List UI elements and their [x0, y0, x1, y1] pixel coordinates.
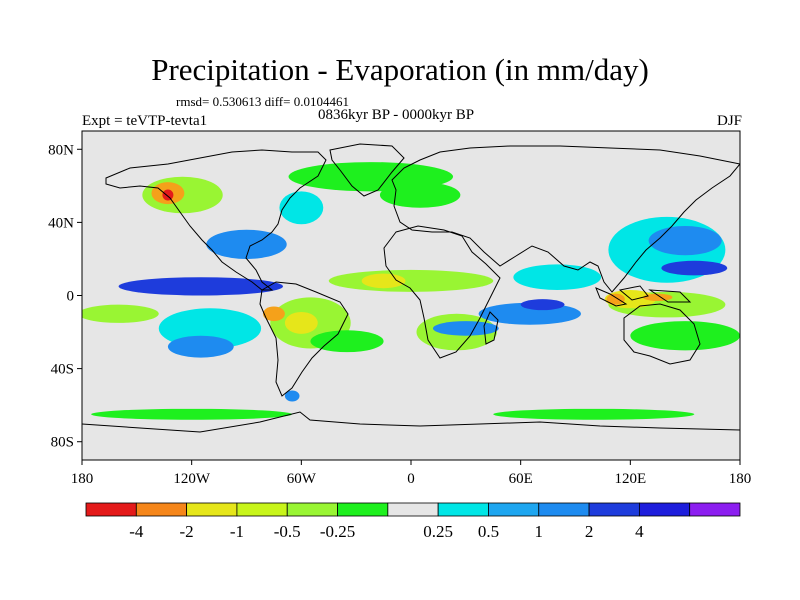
x-tick-label: 60E	[509, 471, 533, 487]
anomaly-region-29	[630, 321, 740, 351]
colorbar-label: -0.5	[274, 522, 301, 541]
anomaly-region-6	[379, 182, 461, 208]
anomaly-region-20	[520, 299, 565, 311]
coastline-north-america	[105, 149, 327, 291]
colorbar-box	[286, 502, 338, 517]
anomaly-region-31	[493, 408, 695, 420]
anomaly-region-12	[167, 335, 234, 358]
coastline-greenland	[329, 143, 405, 197]
colorbar-label: 2	[585, 522, 594, 541]
anomaly-region-21	[513, 264, 602, 291]
x-axis: 180 120W 60W 0 60E 120E 180	[71, 460, 752, 487]
x-tick-label: 120W	[173, 471, 211, 487]
anomaly-region-30	[91, 408, 293, 420]
colorbar-box	[638, 502, 691, 517]
colorbar-box	[538, 502, 590, 517]
colorbar: -4 -2 -1 -0.5 -0.25 0.25 0.5 1 2 4	[85, 502, 741, 541]
coastline-south-america	[259, 281, 349, 397]
anomaly-region-27	[606, 293, 625, 305]
anomaly-region-14	[284, 311, 318, 334]
colorbar-box	[387, 502, 439, 517]
coastline-australia	[623, 303, 701, 365]
colorbar-box	[588, 502, 640, 517]
y-tick-label: 40N	[48, 215, 74, 231]
y-tick-label: 80S	[51, 435, 74, 451]
coastline-antarctica	[82, 411, 740, 433]
anomaly-region-16	[310, 330, 384, 353]
colorbar-label: 1	[535, 522, 544, 541]
colorbar-box	[337, 502, 389, 517]
x-tick-label: 0	[407, 471, 415, 487]
coastline-africa	[383, 225, 501, 359]
y-tick-label: 0	[67, 289, 75, 305]
anomaly-region-32	[284, 390, 300, 402]
anomaly-region-24	[661, 260, 728, 276]
y-tick-label: 80N	[48, 142, 74, 158]
colorbar-box	[488, 502, 540, 517]
coastline-madagascar	[483, 311, 499, 345]
statistics-text: rmsd= 0.530613 diff= 0.0104461	[176, 94, 349, 109]
period-text: 0836kyr BP - 0000kyr BP	[318, 107, 475, 123]
coastline-eurasia	[391, 145, 740, 293]
colorbar-box	[689, 502, 741, 517]
figure-title: Precipitation - Evaporation (in mm/day)	[151, 52, 649, 87]
colorbar-label: 0.5	[478, 522, 499, 541]
colorbar-box	[135, 502, 188, 517]
anomaly-region-23	[648, 226, 722, 256]
y-tick-label: 40S	[51, 362, 74, 378]
coastline-maritime-continent	[595, 285, 692, 307]
anomaly-region-10	[82, 304, 159, 323]
x-tick-label: 180	[729, 471, 752, 487]
anomaly-region-4	[279, 191, 324, 225]
experiment-text: Expt = teVTP-tevta1	[82, 113, 208, 129]
anomaly-region-18	[432, 321, 499, 336]
anomaly-region-9	[118, 277, 284, 296]
colorbar-label: -2	[180, 522, 194, 541]
x-tick-label: 180	[71, 471, 94, 487]
colorbar-label: -0.25	[320, 522, 355, 541]
colorbar-box	[236, 502, 288, 517]
colorbar-label: -4	[129, 522, 144, 541]
anomaly-regions	[82, 162, 740, 420]
y-axis: 80N 40N 0 40S 80S	[48, 142, 82, 451]
colorbar-label: 4	[635, 522, 644, 541]
season-text: DJF	[716, 113, 742, 129]
colorbar-box	[85, 502, 137, 517]
colorbar-box	[437, 502, 489, 517]
anomaly-region-8	[361, 273, 406, 289]
anomaly-region-2	[162, 189, 174, 201]
colorbar-label: -1	[230, 522, 244, 541]
colorbar-label: 0.25	[423, 522, 453, 541]
anomaly-region-28	[643, 293, 673, 301]
x-tick-label: 120E	[614, 471, 646, 487]
colorbar-box	[186, 502, 238, 517]
x-tick-label: 60W	[287, 471, 317, 487]
coastlines	[82, 143, 740, 433]
anomaly-region-3	[206, 229, 287, 259]
anomaly-region-15	[262, 306, 285, 322]
